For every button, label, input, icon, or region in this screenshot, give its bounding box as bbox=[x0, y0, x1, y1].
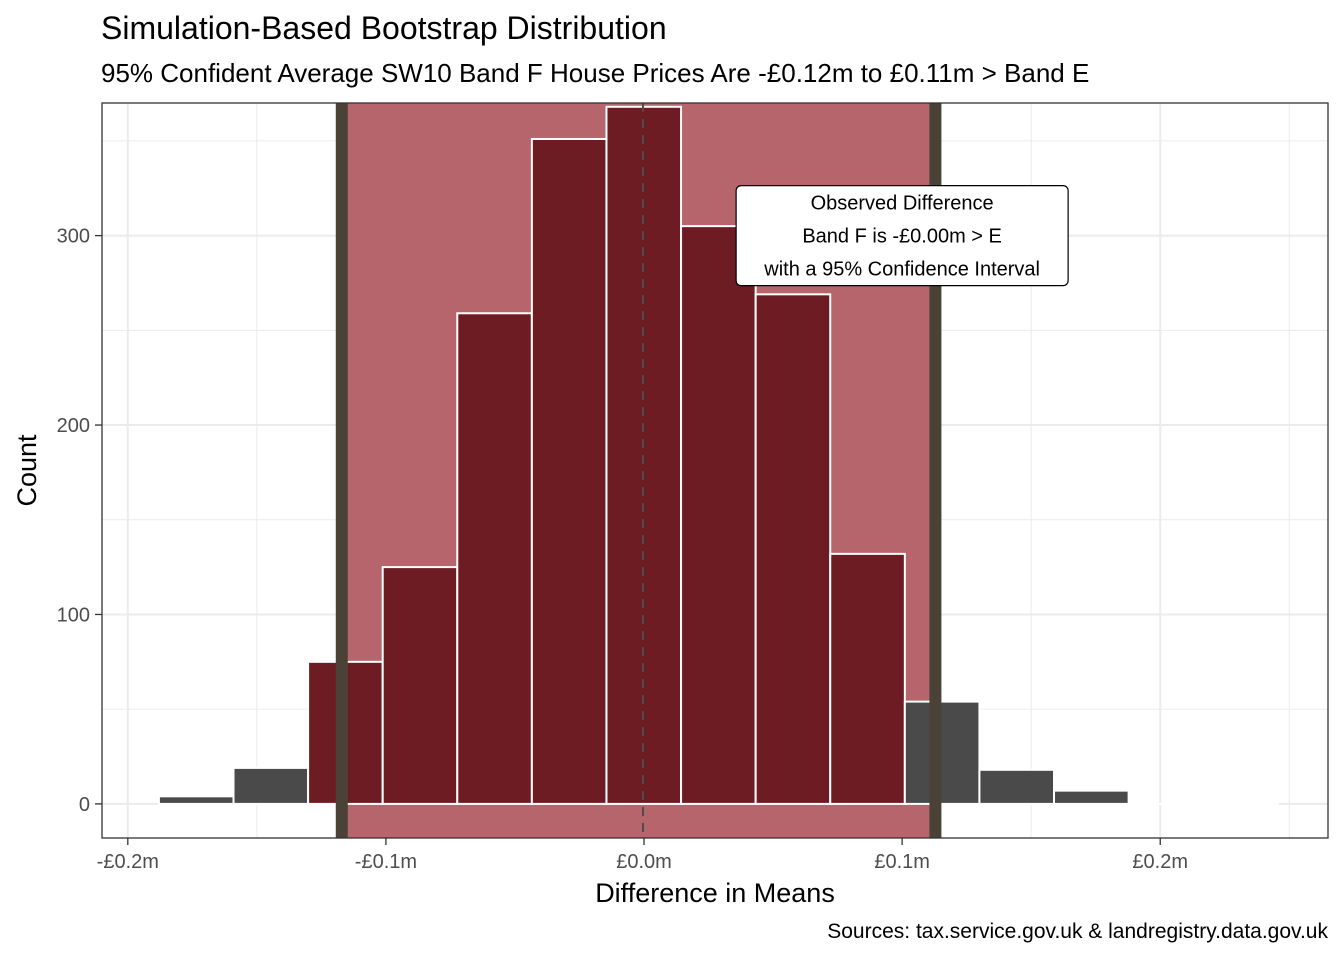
y-tick-label: 300 bbox=[57, 226, 90, 248]
histogram-bar-1 bbox=[157, 795, 235, 805]
histogram-bar-12 bbox=[978, 768, 1056, 805]
x-tick-label: £0.2m bbox=[1132, 851, 1188, 873]
histogram-bar-8 bbox=[680, 225, 757, 805]
histogram-bar-11 bbox=[903, 700, 981, 805]
histogram-bars bbox=[157, 105, 1279, 805]
y-axis: 0 100 200 300 bbox=[57, 226, 102, 816]
x-axis-title: Difference in Means bbox=[595, 878, 835, 908]
y-tick-label: 200 bbox=[57, 415, 90, 437]
histogram-chart: -£0.2m -£0.1m £0.0m £0.1m £0.2m 0 100 200 300 D… bbox=[12, 102, 1329, 908]
histogram-bar-4 bbox=[381, 566, 459, 805]
annotation-line-3: with a 95% Confidence Interval bbox=[763, 259, 1040, 281]
x-axis: -£0.2m -£0.1m £0.0m £0.1m £0.2m bbox=[97, 838, 1188, 873]
histogram-bar-6 bbox=[530, 137, 608, 805]
annotation-line-1: Observed Difference bbox=[811, 193, 994, 215]
annotation-line-2: Band F is -£0.00m > E bbox=[802, 226, 1002, 248]
x-tick-label: £0.0m bbox=[616, 851, 672, 873]
histogram-bar-9 bbox=[754, 293, 832, 805]
histogram-bar-5 bbox=[456, 312, 533, 805]
histogram-bar-10 bbox=[829, 552, 906, 805]
chart-subtitle: 95% Confident Average SW10 Band F House … bbox=[101, 58, 1090, 88]
x-tick-label: £0.1m bbox=[874, 851, 930, 873]
histogram-bar-2 bbox=[232, 766, 310, 805]
y-tick-label: 0 bbox=[79, 794, 90, 816]
annotation-box bbox=[735, 185, 1069, 287]
chart-caption: Sources: tax.service.gov.uk & landregist… bbox=[827, 920, 1328, 943]
panel-border bbox=[101, 102, 1329, 839]
histogram-bar-13 bbox=[1053, 789, 1130, 805]
observed-difference-label: Observed Difference Band F is -£0.00m > … bbox=[735, 185, 1069, 287]
y-tick-label: 100 bbox=[57, 604, 90, 626]
y-axis-title: Count bbox=[12, 434, 42, 507]
chart-title: Simulation-Based Bootstrap Distribution bbox=[101, 10, 667, 46]
x-tick-label: -£0.1m bbox=[355, 851, 417, 873]
x-tick-label: -£0.2m bbox=[97, 851, 159, 873]
